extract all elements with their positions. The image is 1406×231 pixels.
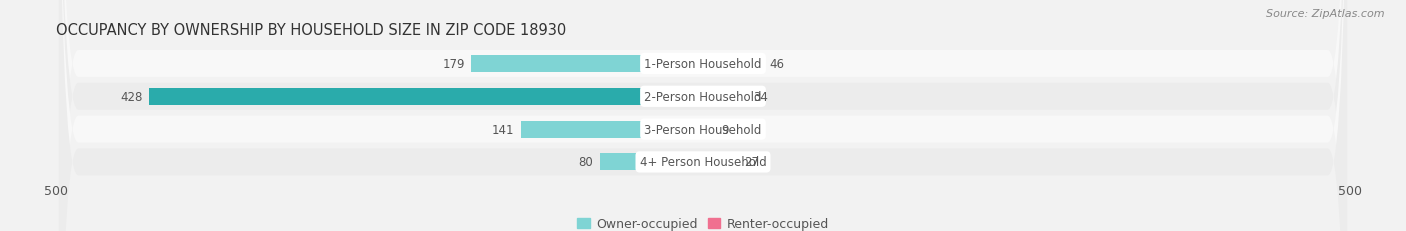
Bar (599, 154, 703, 171)
Text: 9: 9 (721, 123, 728, 136)
FancyBboxPatch shape (59, 0, 1347, 231)
Text: 27: 27 (744, 156, 759, 169)
Text: 4+ Person Household: 4+ Person Household (640, 156, 766, 169)
Bar (703, 154, 738, 171)
Bar (703, 88, 747, 105)
Text: 80: 80 (578, 156, 593, 169)
Bar (520, 121, 703, 138)
FancyBboxPatch shape (59, 0, 1347, 231)
FancyBboxPatch shape (59, 0, 1347, 231)
Text: 2-Person Household: 2-Person Household (644, 90, 762, 103)
Text: 179: 179 (443, 58, 465, 71)
Bar (149, 88, 703, 105)
Bar (703, 56, 762, 73)
Text: OCCUPANCY BY OWNERSHIP BY HOUSEHOLD SIZE IN ZIP CODE 18930: OCCUPANCY BY OWNERSHIP BY HOUSEHOLD SIZE… (56, 23, 567, 38)
Bar (703, 121, 714, 138)
Text: 46: 46 (769, 58, 785, 71)
Text: Source: ZipAtlas.com: Source: ZipAtlas.com (1267, 9, 1385, 19)
Text: 34: 34 (754, 90, 768, 103)
FancyBboxPatch shape (59, 0, 1347, 231)
Text: 1-Person Household: 1-Person Household (644, 58, 762, 71)
Legend: Owner-occupied, Renter-occupied: Owner-occupied, Renter-occupied (578, 217, 828, 230)
Bar (471, 56, 703, 73)
Text: 3-Person Household: 3-Person Household (644, 123, 762, 136)
Text: 428: 428 (121, 90, 143, 103)
Text: 141: 141 (492, 123, 515, 136)
